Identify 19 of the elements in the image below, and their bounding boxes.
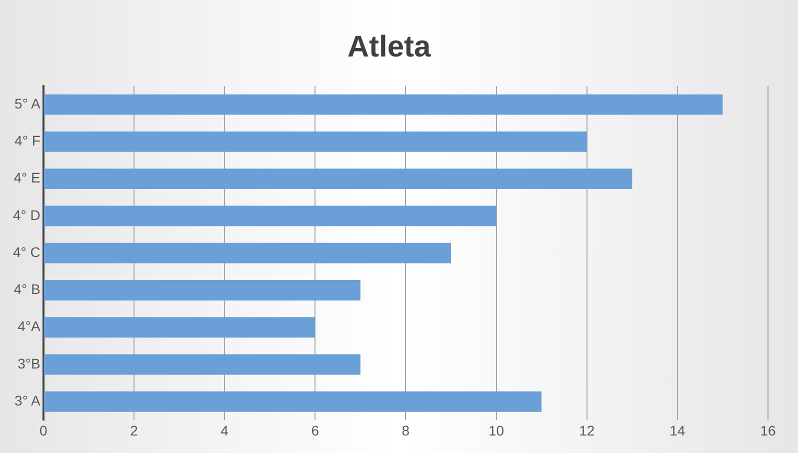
y-tick-label: 5° A — [14, 95, 42, 112]
y-tick-label: 4° F — [14, 132, 40, 149]
y-tick-label: 4°A — [18, 318, 42, 334]
x-tick-label: 6 — [311, 422, 320, 438]
x-tick-label: 10 — [488, 422, 504, 438]
x-tick-label: 14 — [670, 422, 686, 438]
y-tick-label: 4° E — [14, 170, 40, 186]
y-tick-label: 4° C — [12, 244, 40, 260]
x-tick-label: 4 — [220, 422, 229, 438]
x-tick-label: 12 — [579, 422, 595, 438]
x-tick-label: 0 — [39, 422, 48, 438]
x-tick-label: 8 — [402, 422, 410, 438]
x-tick-label: 16 — [760, 422, 776, 438]
chart-title: Atleta — [347, 30, 431, 64]
y-tick-label: 3°B — [18, 355, 40, 372]
y-tick-label: 3° A — [14, 392, 42, 408]
x-tick-label: 2 — [130, 422, 138, 438]
y-tick-label: 4° B — [14, 281, 40, 298]
y-tick-label: 4° D — [12, 206, 40, 223]
